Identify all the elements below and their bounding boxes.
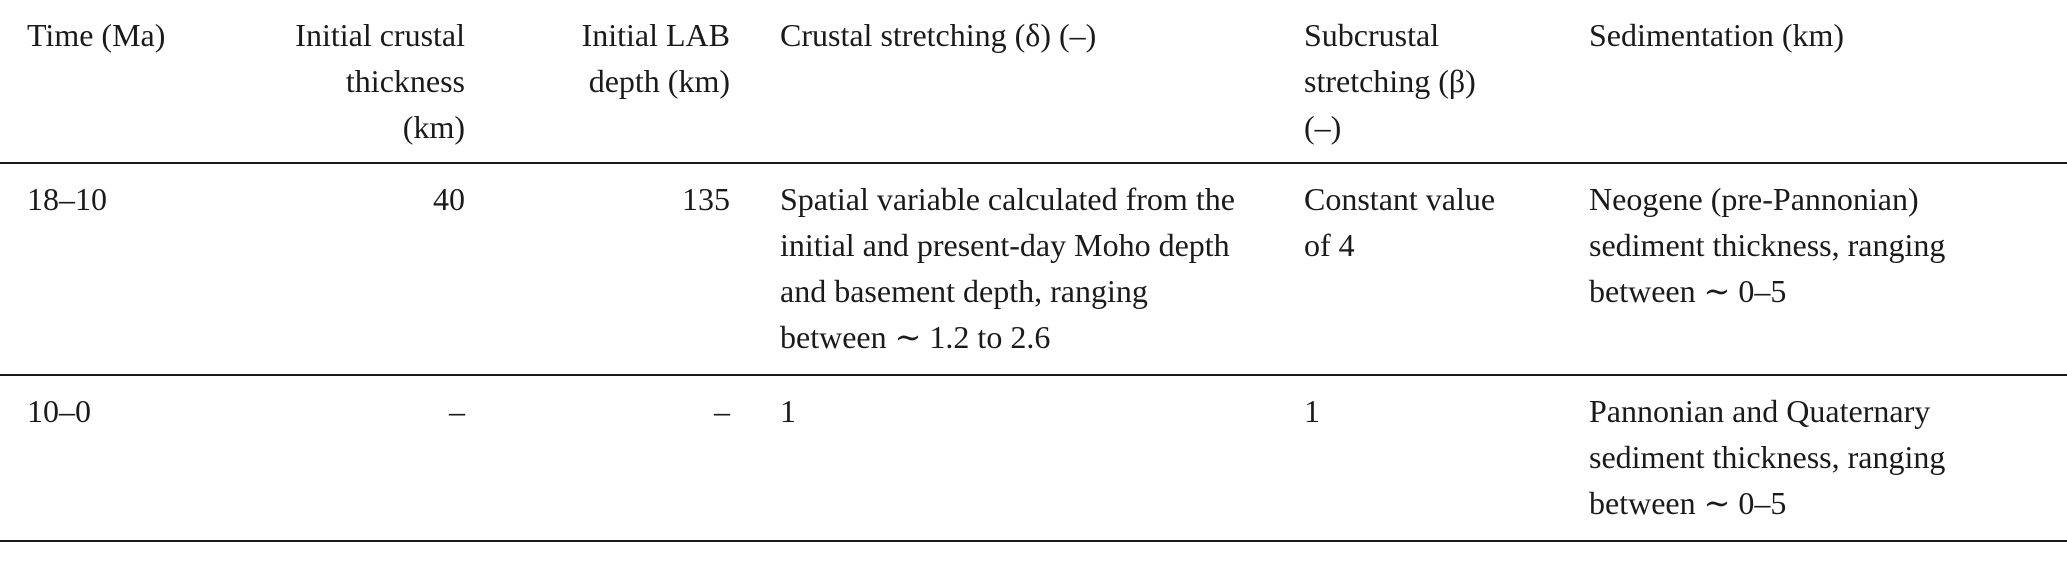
cell-crustal-stretching: Spatial variable calculated from the ini…	[750, 163, 1275, 376]
cell-time-value: 18–10	[27, 181, 107, 217]
header-initial-lab-depth-label: Initial LAB depth (km)	[581, 17, 730, 99]
header-sedimentation: Sedimentation (km)	[1562, 0, 2067, 164]
cell-subcrustal-stretching-value: 1	[1304, 393, 1320, 429]
cell-lab-depth: –	[485, 375, 750, 542]
cell-subcrustal-stretching-value: Constant value of 4	[1304, 181, 1496, 263]
header-time-label: Time (Ma)	[27, 17, 166, 53]
cell-subcrustal-stretching: 1	[1275, 375, 1562, 542]
header-crustal-stretching-label: Crustal stretching (δ) (–)	[780, 17, 1097, 53]
cell-sedimentation: Pannonian and Quaternary sediment thickn…	[1562, 375, 2067, 542]
cell-crustal-stretching-value: 1	[780, 393, 796, 429]
header-initial-crustal-thickness-label: Initial crustal thickness (km)	[295, 17, 465, 145]
header-sedimentation-label: Sedimentation (km)	[1589, 17, 1845, 53]
cell-crustal-stretching: 1	[750, 375, 1275, 542]
cell-lab-depth-value: 135	[682, 181, 730, 217]
model-parameters-table: Time (Ma) Initial crustal thickness (km)…	[0, 0, 2067, 542]
cell-time: 18–10	[0, 163, 235, 376]
cell-time-value: 10–0	[27, 393, 91, 429]
header-initial-crustal-thickness: Initial crustal thickness (km)	[235, 0, 485, 164]
cell-lab-depth: 135	[485, 163, 750, 376]
header-initial-lab-depth: Initial LAB depth (km)	[485, 0, 750, 164]
cell-crustal-thickness-value: 40	[433, 181, 465, 217]
header-subcrustal-stretching-label: Subcrustal stretching (β) (–)	[1304, 17, 1476, 145]
cell-crustal-thickness: –	[235, 375, 485, 542]
cell-subcrustal-stretching: Constant value of 4	[1275, 163, 1562, 376]
cell-sedimentation: Neogene (pre-Pannonian) sediment thickne…	[1562, 163, 2067, 376]
table-row: 18–10 40 135 Spatial variable calculated…	[0, 163, 2067, 376]
header-time: Time (Ma)	[0, 0, 235, 164]
cell-crustal-stretching-value: Spatial variable calculated from the ini…	[780, 181, 1235, 355]
cell-lab-depth-value: –	[714, 393, 730, 429]
cell-time: 10–0	[0, 375, 235, 542]
cell-sedimentation-value: Pannonian and Quaternary sediment thickn…	[1589, 393, 1946, 521]
cell-sedimentation-value: Neogene (pre-Pannonian) sediment thickne…	[1589, 181, 1946, 309]
header-crustal-stretching: Crustal stretching (δ) (–)	[750, 0, 1275, 164]
cell-crustal-thickness-value: –	[449, 393, 465, 429]
header-subcrustal-stretching: Subcrustal stretching (β) (–)	[1275, 0, 1562, 164]
table-header-row: Time (Ma) Initial crustal thickness (km)…	[0, 0, 2067, 164]
cell-crustal-thickness: 40	[235, 163, 485, 376]
table-row: 10–0 – – 1 1 Pannonian and Quaternary se…	[0, 375, 2067, 542]
